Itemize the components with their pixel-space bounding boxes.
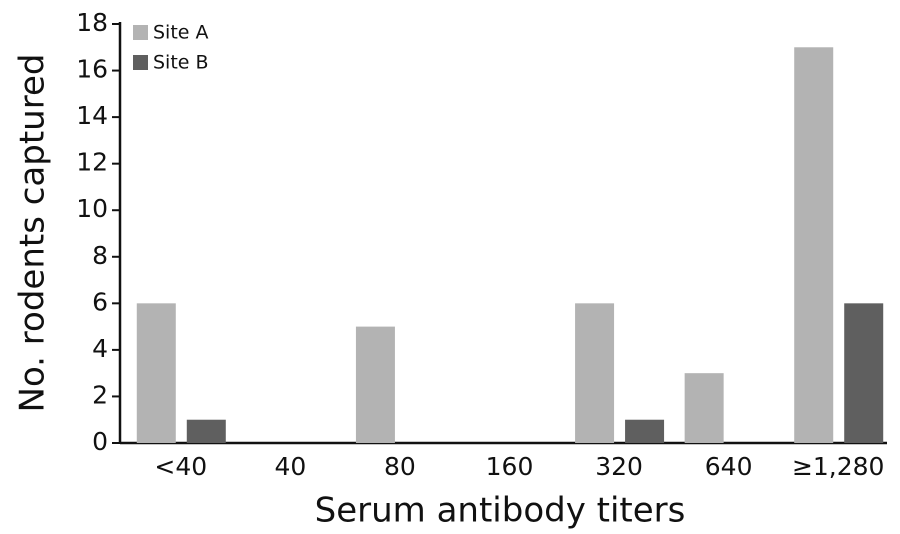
y-tick-label: 16 bbox=[76, 55, 108, 84]
x-tick-label: 40 bbox=[274, 452, 306, 481]
bar bbox=[355, 326, 395, 443]
y-tick-label: 0 bbox=[92, 427, 108, 456]
bar bbox=[136, 303, 176, 443]
legend-label: Site A bbox=[153, 22, 209, 44]
bar bbox=[625, 419, 665, 443]
bar bbox=[575, 303, 615, 443]
y-tick-label: 2 bbox=[92, 380, 108, 409]
y-tick-label: 14 bbox=[76, 101, 108, 130]
y-tick-label: 18 bbox=[76, 8, 108, 37]
legend-swatch bbox=[133, 55, 148, 70]
x-tick-label: 640 bbox=[705, 452, 753, 481]
bar bbox=[684, 373, 724, 443]
x-tick-label: ≥1,280 bbox=[792, 452, 885, 481]
y-tick-label: 4 bbox=[92, 334, 108, 363]
x-tick-label: 160 bbox=[486, 452, 534, 481]
bar bbox=[794, 47, 834, 444]
y-tick-label: 8 bbox=[92, 241, 108, 270]
x-tick-label: 80 bbox=[384, 452, 416, 481]
y-tick-label: 6 bbox=[92, 287, 108, 316]
x-tick-label: <40 bbox=[154, 452, 207, 481]
x-tick-label: 320 bbox=[595, 452, 643, 481]
y-tick-label: 10 bbox=[76, 194, 108, 223]
x-axis-label: Serum antibody titers bbox=[315, 491, 686, 531]
bar bbox=[186, 419, 226, 443]
legend-swatch bbox=[133, 25, 148, 40]
y-tick-label: 12 bbox=[76, 148, 108, 177]
y-axis-label: No. rodents captured bbox=[13, 54, 53, 413]
legend-label: Site B bbox=[153, 52, 209, 74]
bar bbox=[844, 303, 884, 443]
